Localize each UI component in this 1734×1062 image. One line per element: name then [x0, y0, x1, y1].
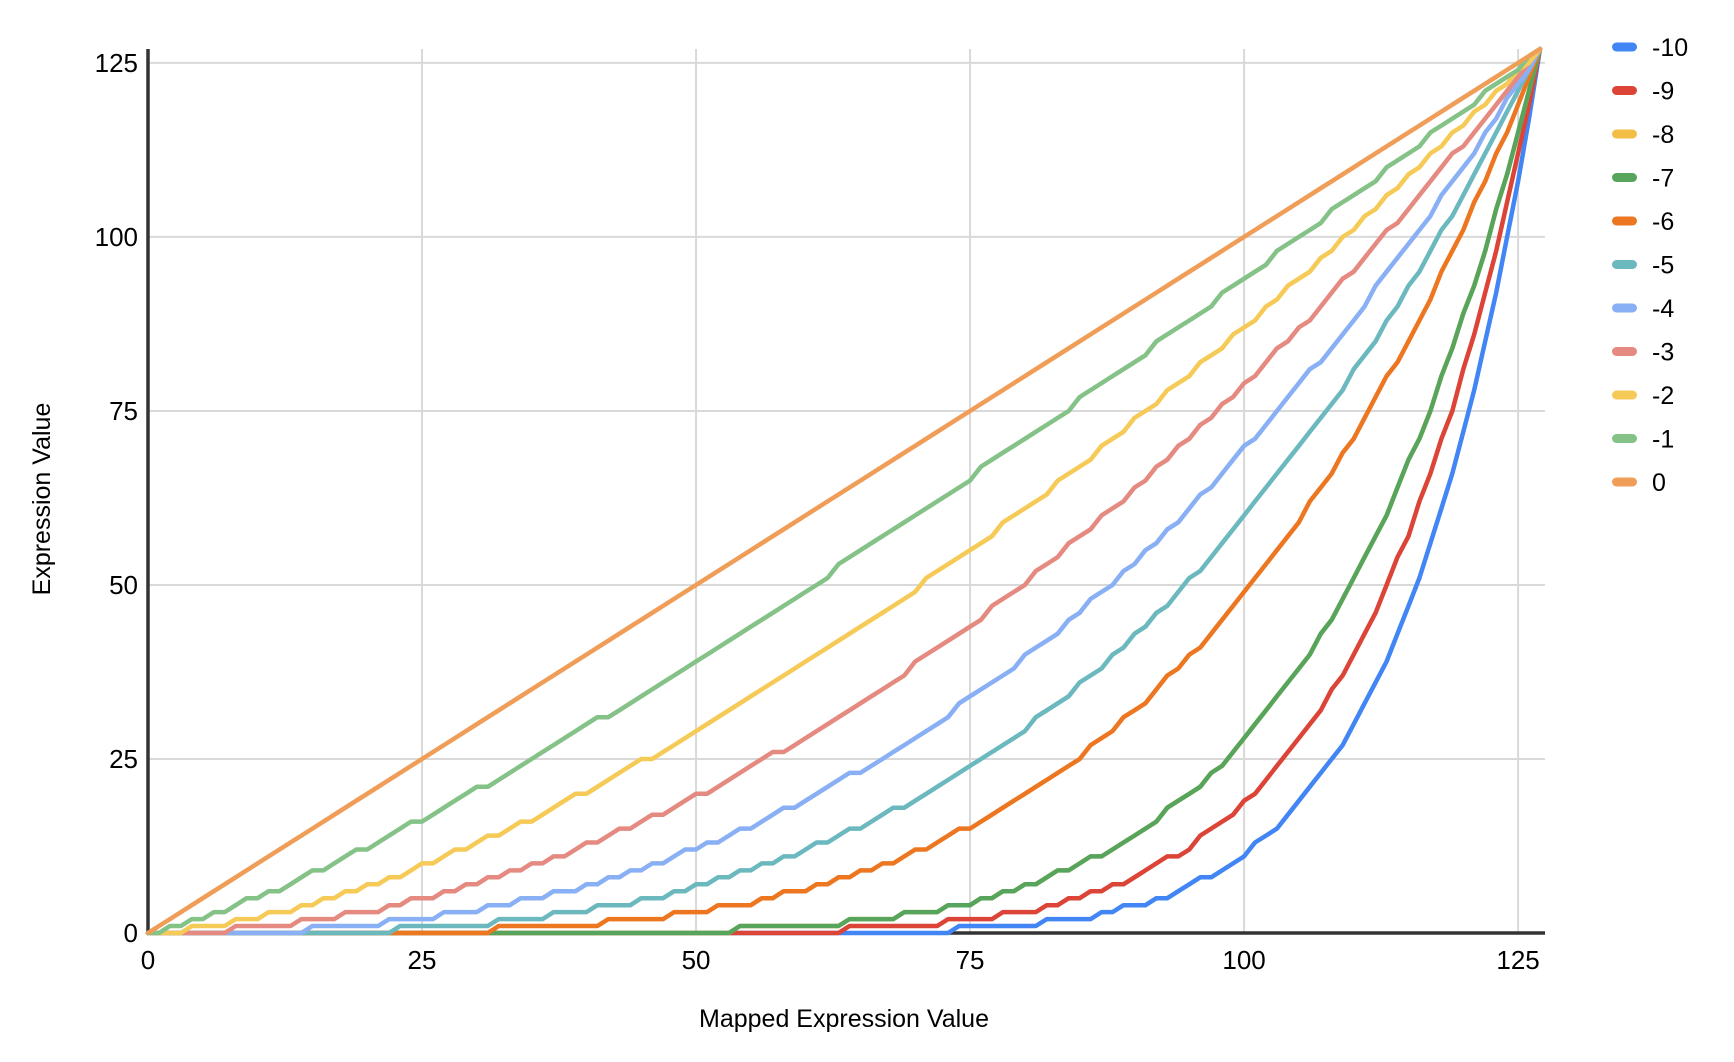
legend-label-minus3: -3: [1652, 339, 1674, 367]
x-tick-label-25: 25: [408, 945, 437, 975]
legend-item-minus2[interactable]: -2: [1612, 382, 1674, 410]
legend-label-minus6: -6: [1652, 208, 1674, 236]
legend-swatch-0: [1612, 477, 1637, 487]
legend-item-minus9[interactable]: -9: [1612, 78, 1674, 106]
series-line-minus2: [145, 46, 1543, 936]
legend-item-minus6[interactable]: -6: [1612, 208, 1674, 236]
series-line-minus1: [145, 46, 1543, 936]
legend-label-0: 0: [1652, 469, 1666, 497]
tick-label-layer: 0 25 50 75 100 125 0 25 50 75 100 125: [95, 48, 1540, 975]
legend-swatch-minus1: [1612, 434, 1637, 443]
x-tick-label-125: 125: [1496, 945, 1539, 975]
legend-label-minus1: -1: [1652, 426, 1674, 454]
x-tick-label-0: 0: [141, 945, 155, 975]
legend-label-minus8: -8: [1652, 121, 1674, 149]
legend-swatch-minus9: [1612, 86, 1637, 95]
legend-item-minus4[interactable]: -4: [1612, 295, 1674, 323]
legend-swatch-minus6: [1612, 216, 1637, 226]
legend-item-0[interactable]: 0: [1612, 469, 1666, 497]
series-line-minus3: [145, 46, 1543, 936]
series-layer: [145, 46, 1543, 936]
legend-item-minus8[interactable]: -8: [1612, 121, 1674, 149]
legend-label-minus9: -9: [1652, 78, 1674, 106]
y-tick-label-125: 125: [95, 48, 138, 78]
x-tick-label-100: 100: [1222, 945, 1265, 975]
legend-swatch-minus3: [1612, 347, 1637, 356]
series-line-minus5: [145, 46, 1543, 936]
legend-item-minus7[interactable]: -7: [1612, 165, 1674, 193]
legend-swatch-minus5: [1612, 260, 1637, 269]
legend-label-minus4: -4: [1652, 295, 1674, 323]
legend: -10-9-8-7-6-5-4-3-2-10: [1612, 34, 1688, 497]
grid-layer: [147, 49, 1545, 933]
legend-label-minus10: -10: [1652, 34, 1688, 62]
y-tick-label-75: 75: [109, 396, 138, 426]
legend-swatch-minus8: [1612, 129, 1637, 139]
legend-item-minus3[interactable]: -3: [1612, 339, 1674, 367]
x-axis-title: Mapped Expression Value: [699, 1005, 989, 1033]
legend-swatch-minus7: [1612, 173, 1637, 182]
y-tick-label-25: 25: [109, 744, 138, 774]
legend-swatch-minus4: [1612, 303, 1637, 313]
legend-label-minus2: -2: [1652, 382, 1674, 410]
legend-swatch-minus2: [1612, 390, 1637, 400]
legend-item-minus5[interactable]: -5: [1612, 252, 1674, 280]
legend-swatch-minus10: [1612, 42, 1637, 52]
y-tick-label-50: 50: [109, 570, 138, 600]
y-axis-title: Expression Value: [28, 403, 56, 596]
legend-label-minus5: -5: [1652, 252, 1674, 280]
legend-item-minus10[interactable]: -10: [1612, 34, 1688, 62]
legend-item-minus1[interactable]: -1: [1612, 426, 1674, 454]
x-tick-label-50: 50: [682, 945, 711, 975]
legend-label-minus7: -7: [1652, 165, 1674, 193]
y-tick-label-100: 100: [95, 222, 138, 252]
y-tick-label-0: 0: [124, 918, 138, 948]
series-line-minus4: [145, 46, 1543, 936]
series-line-0: [145, 46, 1543, 936]
x-tick-label-75: 75: [956, 945, 985, 975]
